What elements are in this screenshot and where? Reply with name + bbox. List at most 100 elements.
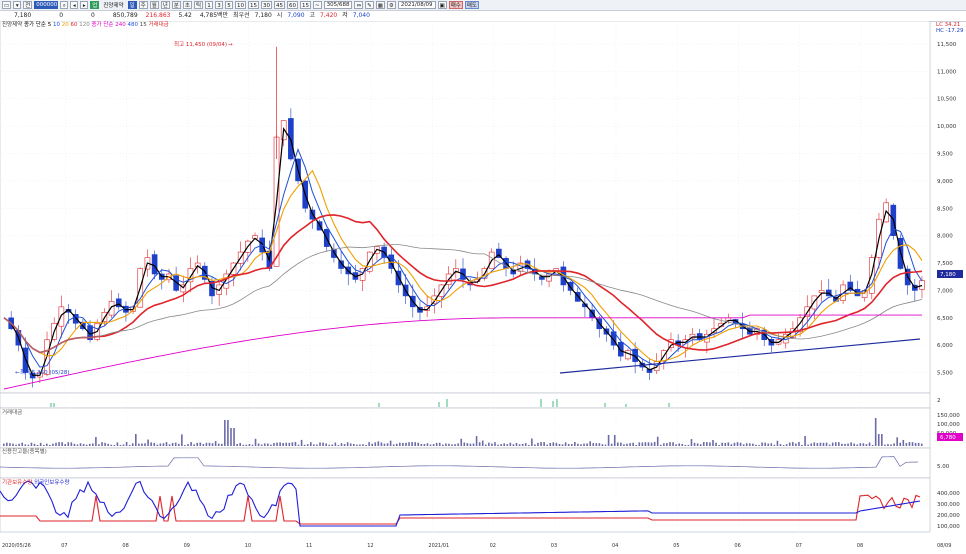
volume-bar [567,443,570,446]
price-tag-bg [937,270,963,278]
volume-bar [736,442,739,446]
volume-bar [224,420,226,446]
volume-bar [884,444,886,446]
price-axis-label: 10,500 [937,97,957,103]
date-axis-label: 03 [551,543,557,549]
volume-bar [819,442,822,446]
stock-code-input[interactable]: 000000 [34,1,59,9]
candle-body [115,298,122,308]
date-field[interactable]: 2021/08/09 [397,1,436,9]
period-45[interactable]: 45 [274,1,286,9]
period-5[interactable]: 5 [225,1,234,9]
volume-bar [629,443,631,446]
period-15b[interactable]: 15 [300,1,312,9]
volume-bar [500,444,502,446]
count-field[interactable]: 305/688 [323,1,353,9]
buy-button[interactable]: 매수 [448,1,463,9]
volume-bar [67,442,70,446]
candle-body [797,317,803,332]
zoom-icon[interactable]: ⇔ [354,1,364,9]
volume-bar [61,442,63,446]
prev-icon[interactable]: ◂ [70,1,79,9]
flow-legend-b: 외국인보유수량 [34,480,70,486]
volume-bar [801,444,803,446]
volume-bar [171,442,174,446]
signal-pane [0,392,931,409]
date-axis-label: 07 [796,543,802,549]
grid-icon[interactable]: ▦ [375,1,385,9]
volume-bar [785,444,788,446]
volume-bar [896,437,898,446]
flow-axis-label: 100,000 [937,524,960,530]
volume-bar [672,442,674,446]
chart-svg[interactable]: 11,500 11,000 10,500 10,000 9,500 9,000 8,500 8… [0,20,966,552]
volume-bar [788,442,791,446]
period-60[interactable]: 60 [287,1,299,9]
volume-bar [181,434,183,446]
interval-tick2[interactable]: 틱 [193,1,204,9]
volume-bar [95,437,97,446]
chart-area[interactable]: 11,500 11,000 10,500 10,000 9,500 9,000 8,500 8… [0,20,966,552]
flow-axis-label: 400,000 [937,491,960,497]
interval-year[interactable]: 년 [160,1,170,9]
period-15[interactable]: 15 [248,1,260,9]
volume-bar [807,444,809,446]
volume-bar [217,443,220,446]
settings-icon[interactable]: ⚙ [386,1,396,9]
volume-bar [841,443,843,446]
volume-bar [368,442,370,446]
volume-bar [862,443,865,446]
quote-change-rate: 0 [91,12,95,19]
sector-icon[interactable]: 업 [90,1,100,9]
price-tag: 7,180 [940,272,956,278]
interval-tick[interactable]: 초 [182,1,192,9]
quote-open: 7,090 [287,12,305,19]
volume-bar [162,443,165,446]
volume-bar [902,440,905,446]
volume-bar [488,442,490,446]
interval-minute[interactable]: 분 [171,1,181,9]
next-icon[interactable]: ▸ [80,1,89,9]
search-icon[interactable]: ⌕ [60,1,69,9]
volume-bar [340,443,343,446]
period-1[interactable]: 1 [205,1,214,9]
volume-bar [33,443,36,446]
candle-body [567,282,574,291]
menu-button[interactable]: ▭ [2,1,12,9]
candle-body [689,333,696,339]
volume-bar [472,443,475,446]
period-10[interactable]: 10 [235,1,247,9]
draw-icon[interactable]: ✎ [365,1,374,9]
volume-bar [469,443,472,446]
interval-week[interactable]: 주 [138,1,148,9]
credit-legend: 신용잔고율(종목별) [2,449,47,455]
volume-bar [454,444,456,446]
volume-bar [282,443,284,446]
volume-bar [306,444,309,446]
ma5-line [3,127,923,376]
price-axis-label: 8,000 [937,234,953,240]
volume-bar [491,443,493,446]
period-30[interactable]: 30 [261,1,273,9]
volume-bar [260,444,263,446]
interval-day[interactable]: 일 [127,1,137,9]
calendar-icon[interactable]: ▣ [437,1,447,9]
volume-bar [445,443,447,446]
date-axis-label: 07 [61,543,67,549]
legend-ma240: 종가 단순 240 [91,22,126,28]
volume-bar [383,443,386,446]
interval-month[interactable]: 월 [149,1,159,9]
candle-body [496,248,502,258]
volume-bar [506,444,509,446]
volume-bar [15,444,17,446]
period-3[interactable]: 3 [215,1,224,9]
dropdown-button[interactable]: ▾ [13,1,22,9]
date-axis-label: 2020/05/26 [2,543,31,549]
date-axis-label: 06 [734,543,740,549]
type-select[interactable]: 전 [23,1,33,9]
sell-button[interactable]: 매도 [464,1,479,9]
volume-bar [297,444,300,446]
volume-bar [755,444,757,446]
volume-bar [392,444,395,446]
period-custom[interactable]: ~ [313,1,322,9]
